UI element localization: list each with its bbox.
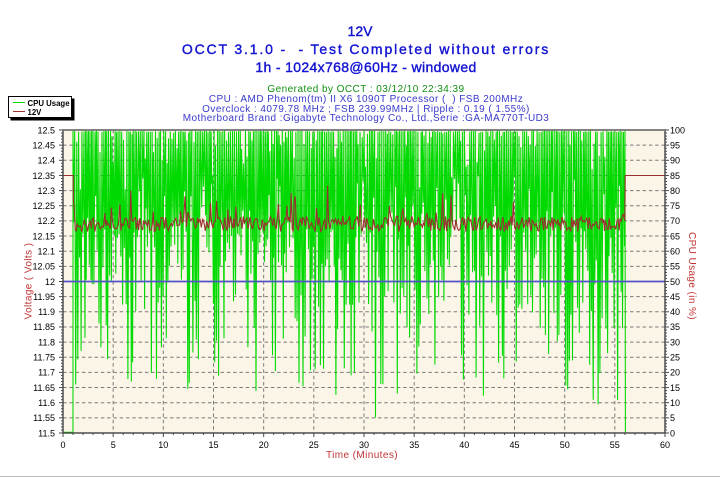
svg-text:12.2: 12.2 <box>37 216 55 226</box>
svg-text:12.05: 12.05 <box>32 262 55 272</box>
svg-text:12.3: 12.3 <box>37 186 55 196</box>
svg-text:5: 5 <box>670 413 675 423</box>
svg-text:12.45: 12.45 <box>32 141 55 151</box>
svg-text:12.4: 12.4 <box>37 156 55 166</box>
svg-text:55: 55 <box>670 262 680 272</box>
svg-text:11.65: 11.65 <box>33 383 55 393</box>
svg-text:20: 20 <box>670 368 680 378</box>
svg-text:30: 30 <box>359 440 369 450</box>
svg-text:Voltage ( Volts ): Voltage ( Volts ) <box>24 243 35 320</box>
svg-text:CPU Usage (in %): CPU Usage (in %) <box>686 232 697 320</box>
svg-text:11.9: 11.9 <box>38 307 55 317</box>
svg-text:85: 85 <box>670 171 680 181</box>
svg-text:11.85: 11.85 <box>33 322 55 332</box>
svg-text:12.25: 12.25 <box>32 201 55 211</box>
svg-text:45: 45 <box>509 440 519 450</box>
svg-text:65: 65 <box>670 231 680 241</box>
svg-text:25: 25 <box>670 353 680 363</box>
svg-text:50: 50 <box>560 440 570 450</box>
svg-text:12.35: 12.35 <box>32 171 55 181</box>
svg-text:25: 25 <box>309 440 319 450</box>
svg-text:40: 40 <box>670 307 680 317</box>
svg-text:0: 0 <box>670 428 675 438</box>
svg-text:95: 95 <box>670 141 680 151</box>
svg-text:12.5: 12.5 <box>37 125 55 135</box>
svg-text:11.7: 11.7 <box>38 368 55 378</box>
svg-text:30: 30 <box>670 337 680 347</box>
svg-text:35: 35 <box>409 440 419 450</box>
svg-text:11.8: 11.8 <box>38 337 55 347</box>
svg-text:11.75: 11.75 <box>33 353 55 363</box>
svg-text:35: 35 <box>670 322 680 332</box>
svg-text:45: 45 <box>670 292 680 302</box>
svg-text:40: 40 <box>459 440 469 450</box>
svg-text:70: 70 <box>670 216 680 226</box>
svg-text:12: 12 <box>45 277 55 287</box>
svg-text:11.5: 11.5 <box>38 428 55 438</box>
svg-text:10: 10 <box>670 398 680 408</box>
svg-text:90: 90 <box>670 156 680 166</box>
svg-text:11.6: 11.6 <box>38 398 55 408</box>
svg-text:12.1: 12.1 <box>37 247 55 257</box>
svg-text:55: 55 <box>610 440 620 450</box>
svg-text:10: 10 <box>158 440 168 450</box>
svg-text:50: 50 <box>670 277 680 287</box>
svg-text:100: 100 <box>670 125 685 135</box>
svg-text:60: 60 <box>660 440 670 450</box>
svg-text:60: 60 <box>670 247 680 257</box>
svg-text:0: 0 <box>60 440 65 450</box>
svg-text:15: 15 <box>670 383 680 393</box>
svg-text:11.55: 11.55 <box>33 413 55 423</box>
svg-text:20: 20 <box>259 440 269 450</box>
svg-text:12.15: 12.15 <box>32 231 55 241</box>
svg-text:80: 80 <box>670 186 680 196</box>
svg-text:Time (Minutes): Time (Minutes) <box>326 450 398 461</box>
svg-text:5: 5 <box>111 440 116 450</box>
svg-text:75: 75 <box>670 201 680 211</box>
svg-text:15: 15 <box>208 440 218 450</box>
svg-text:11.95: 11.95 <box>33 292 55 302</box>
